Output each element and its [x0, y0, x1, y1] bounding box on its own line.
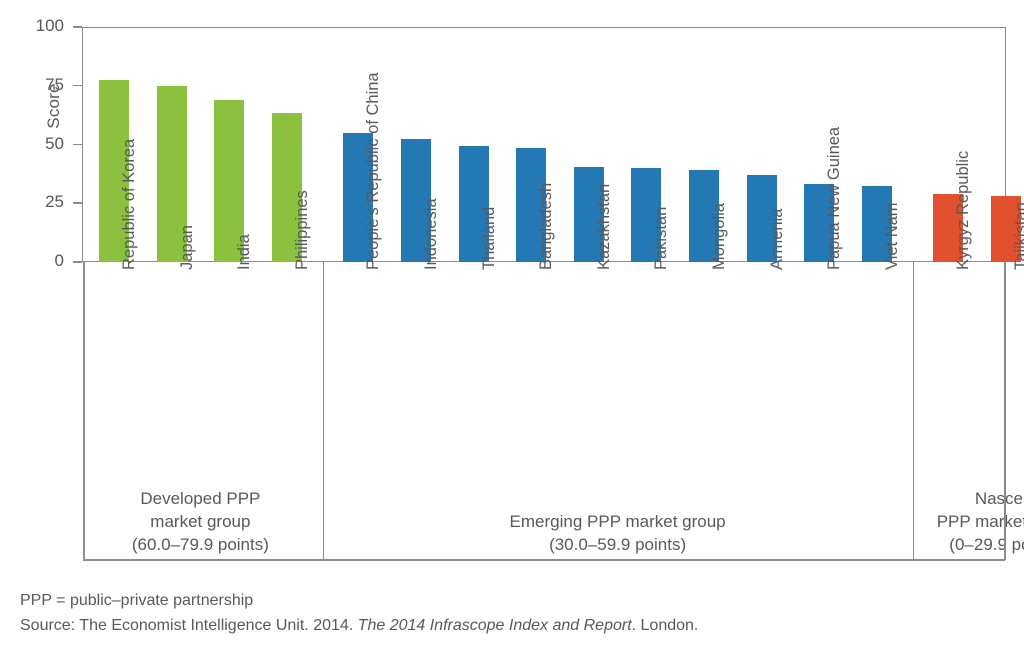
group-separator	[912, 262, 915, 560]
group-caption-emerging: Emerging PPP market group (30.0–59.9 poin…	[468, 510, 768, 556]
category-label: Philippines	[292, 190, 311, 270]
category-label: Thailand	[479, 206, 498, 270]
category-label: India	[235, 234, 254, 270]
bar	[991, 196, 1021, 262]
category-label: Japan	[177, 225, 196, 270]
footnotes: PPP = public–private partnership Source:…	[20, 588, 698, 638]
group-caption-line: Emerging PPP market group	[509, 512, 726, 531]
bar	[573, 166, 604, 262]
source-suffix: . London.	[631, 617, 699, 634]
group-caption-line: Developed PPP	[140, 489, 261, 508]
group-caption-line: (0–29.9 points)	[949, 535, 1024, 554]
y-tick-label: 50	[45, 133, 64, 153]
bar	[401, 138, 431, 262]
category-label: Viet Nam	[882, 202, 901, 270]
group-caption-line: Nascent	[974, 489, 1024, 508]
category-label: Papua New Guinea	[825, 126, 844, 270]
category-label: Indonesia	[422, 198, 440, 270]
bar	[689, 170, 719, 262]
category-label: Republic of Korea	[120, 138, 138, 270]
abbreviation-note: PPP = public–private partnership	[20, 592, 254, 609]
bar	[156, 85, 187, 262]
bars-layer	[82, 27, 1021, 262]
category-labels-layer: Republic of Korea Japan India Philippines Pe…	[82, 72, 1024, 462]
source-title: The 2014 Infrascope Index and Report	[357, 617, 632, 634]
y-tick-mark	[73, 143, 82, 145]
source-note: Source: The Economist Intelligence Unit.…	[20, 613, 698, 638]
caption-band-bottom-rule	[83, 559, 1005, 561]
y-tick-label: 100	[35, 16, 64, 35]
bar	[631, 168, 662, 262]
group-caption-line: (60.0–79.9 points)	[131, 535, 269, 554]
bar	[746, 175, 777, 262]
bar	[99, 79, 129, 262]
bar	[804, 184, 835, 262]
bar	[861, 185, 892, 262]
group-caption-line: market group	[150, 512, 251, 531]
category-label: Pakistan	[652, 206, 671, 270]
group-caption-nascent: Nascent PPP market group (0–29.9 points)	[856, 487, 1024, 556]
y-tick-mark	[73, 84, 82, 87]
y-tick-label: 0	[54, 251, 64, 270]
bar	[343, 132, 374, 262]
bar	[933, 193, 964, 262]
category-label: Tajikistan	[1012, 202, 1024, 270]
chart-bound-left	[83, 262, 85, 560]
category-label: Mongolia	[710, 203, 728, 270]
chart-bound-right	[1004, 262, 1006, 560]
category-label: Kazakhstan	[594, 183, 613, 270]
y-tick-mark	[73, 261, 82, 263]
bar	[214, 99, 245, 262]
y-tick-mark	[73, 202, 82, 204]
bar	[458, 145, 489, 262]
group-separator	[322, 262, 325, 560]
bar	[516, 148, 547, 262]
bar	[271, 112, 302, 262]
category-label: People's Republic of China	[364, 72, 383, 270]
group-caption-line: PPP market group	[936, 512, 1024, 531]
y-tick-mark	[73, 26, 82, 28]
source-prefix: Source: The Economist Intelligence Unit.…	[20, 617, 358, 634]
y-tick-label: 25	[45, 192, 64, 212]
category-label: Kyrgyz Republic	[954, 150, 973, 270]
group-caption-line: (30.0–59.9 points)	[549, 535, 687, 554]
category-label: Armenia	[767, 208, 786, 270]
group-caption-developed: Developed PPP market group (60.0–79.9 poin…	[50, 487, 350, 556]
y-tick-label: 75	[45, 74, 64, 94]
category-label: Bangladesh	[537, 182, 556, 270]
